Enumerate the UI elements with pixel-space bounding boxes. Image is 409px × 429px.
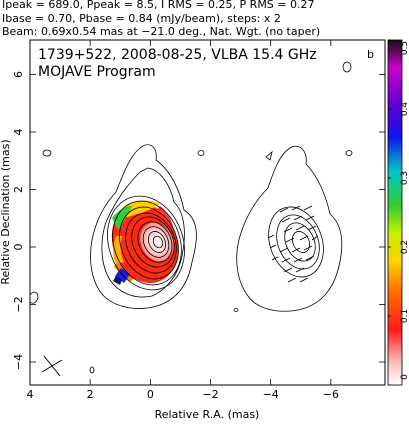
x-tick-label: −6 — [323, 388, 339, 401]
colorbar-tick-label: 0.5 — [400, 41, 409, 55]
right-evpa-vectors — [267, 205, 319, 283]
beam-symbol — [41, 355, 63, 377]
y-axis-ticks: 6 4 2 0 −2 −4 — [12, 71, 385, 370]
plot-title: 1739+522, 2008-08-25, VLBA 15.4 GHz — [38, 47, 317, 63]
x-tick-label: 4 — [27, 388, 34, 401]
header-line-2: Ibase = 0.70, Pbase = 0.84 (mJy/beam), s… — [2, 12, 281, 25]
y-tick-label: −4 — [12, 354, 25, 370]
y-axis-label: Relative Declination (mas) — [0, 139, 12, 284]
colorbar-tick-label: 0.2 — [400, 240, 409, 254]
y-tick-label: 6 — [12, 71, 25, 78]
y-tick-label: 2 — [12, 186, 25, 193]
y-tick-label: 4 — [12, 129, 25, 136]
right-intensity-contours — [233, 61, 353, 312]
y-tick-label: −2 — [12, 296, 25, 312]
map-layer — [30, 61, 353, 377]
header-line-1: Ipeak = 689.0, Ppeak = 8.5, I RMS = 0.25… — [2, 0, 315, 11]
colorbar-tick-label: 0 — [400, 374, 409, 380]
colorbar-ticks: 0 0.1 0.2 0.3 0.4 0.5 — [388, 39, 409, 386]
plot-subtitle: MOJAVE Program — [38, 64, 156, 80]
x-tick-label: −2 — [202, 388, 218, 401]
plot-frame — [29, 39, 386, 386]
header-line-3: Beam: 0.69x0.54 mas at −21.0 deg., Nat. … — [2, 25, 320, 38]
y-tick-label: 0 — [12, 244, 25, 251]
colorbar — [387, 39, 403, 386]
colorbar-tick-label: 0.1 — [400, 309, 409, 323]
panel-letter: b — [367, 48, 374, 61]
x-tick-label: 2 — [87, 388, 94, 401]
x-tick-label: −4 — [263, 388, 279, 401]
left-intensity-contours — [30, 144, 205, 374]
colorbar-tick-label: 0.4 — [400, 102, 409, 117]
x-tick-label: 0 — [147, 388, 154, 401]
x-axis-ticks: 4 2 0 −2 −4 −6 — [27, 40, 339, 401]
x-axis-label: Relative R.A. (mas) — [155, 408, 260, 421]
colorbar-tick-label: 0.3 — [400, 171, 409, 185]
